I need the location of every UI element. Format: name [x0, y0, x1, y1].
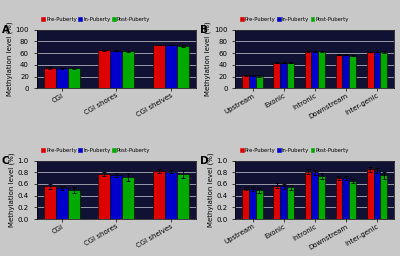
Y-axis label: Methylation level (%): Methylation level (%) [6, 22, 13, 96]
Bar [122, 177, 134, 219]
Bar [374, 52, 380, 88]
Bar [304, 172, 311, 219]
Bar [68, 68, 80, 88]
Bar [68, 190, 80, 219]
Bar [56, 188, 68, 219]
Bar [349, 56, 356, 88]
Bar [110, 51, 122, 88]
Bar [165, 172, 177, 219]
Bar [44, 186, 56, 219]
Bar [367, 52, 374, 88]
Text: B: B [200, 25, 208, 35]
Bar [165, 45, 177, 88]
Text: D: D [200, 156, 209, 166]
Bar [242, 189, 249, 219]
Bar [98, 174, 110, 219]
Bar [249, 189, 256, 219]
Bar [380, 52, 387, 88]
Bar [256, 76, 263, 88]
Bar [367, 169, 374, 219]
Y-axis label: Methylation level (%): Methylation level (%) [207, 153, 214, 227]
Bar [98, 50, 110, 88]
Bar [56, 68, 68, 88]
Bar [153, 171, 165, 219]
Bar [242, 75, 249, 88]
Text: A: A [2, 25, 10, 35]
Bar [311, 51, 318, 88]
Bar [274, 62, 280, 88]
Bar [380, 175, 387, 219]
Bar [177, 174, 188, 219]
Bar [349, 181, 356, 219]
Bar [287, 187, 294, 219]
Text: C: C [2, 156, 9, 166]
Bar [44, 68, 56, 88]
Bar [280, 186, 287, 219]
Legend: Pre-Puberty, In-Puberty, Post-Puberty: Pre-Puberty, In-Puberty, Post-Puberty [39, 15, 152, 24]
Bar [374, 170, 380, 219]
Bar [122, 51, 134, 88]
Y-axis label: Methylation level (%): Methylation level (%) [205, 22, 211, 96]
Legend: Pre-Puberty, In-Puberty, Post-Puberty: Pre-Puberty, In-Puberty, Post-Puberty [238, 15, 351, 24]
Bar [311, 172, 318, 219]
Bar [318, 176, 325, 219]
Legend: Pre-Puberty, In-Puberty, Post-Puberty: Pre-Puberty, In-Puberty, Post-Puberty [39, 146, 152, 155]
Bar [342, 178, 349, 219]
Bar [110, 175, 122, 219]
Bar [336, 55, 342, 88]
Bar [280, 62, 287, 88]
Bar [249, 75, 256, 88]
Legend: Pre-Puberty, In-Puberty, Post-Puberty: Pre-Puberty, In-Puberty, Post-Puberty [238, 146, 351, 155]
Y-axis label: Methylation level (%): Methylation level (%) [8, 153, 15, 227]
Bar [342, 55, 349, 88]
Bar [256, 190, 263, 219]
Bar [336, 178, 342, 219]
Bar [153, 45, 165, 88]
Bar [287, 62, 294, 88]
Bar [318, 51, 325, 88]
Bar [304, 51, 311, 88]
Bar [274, 186, 280, 219]
Bar [177, 46, 188, 88]
